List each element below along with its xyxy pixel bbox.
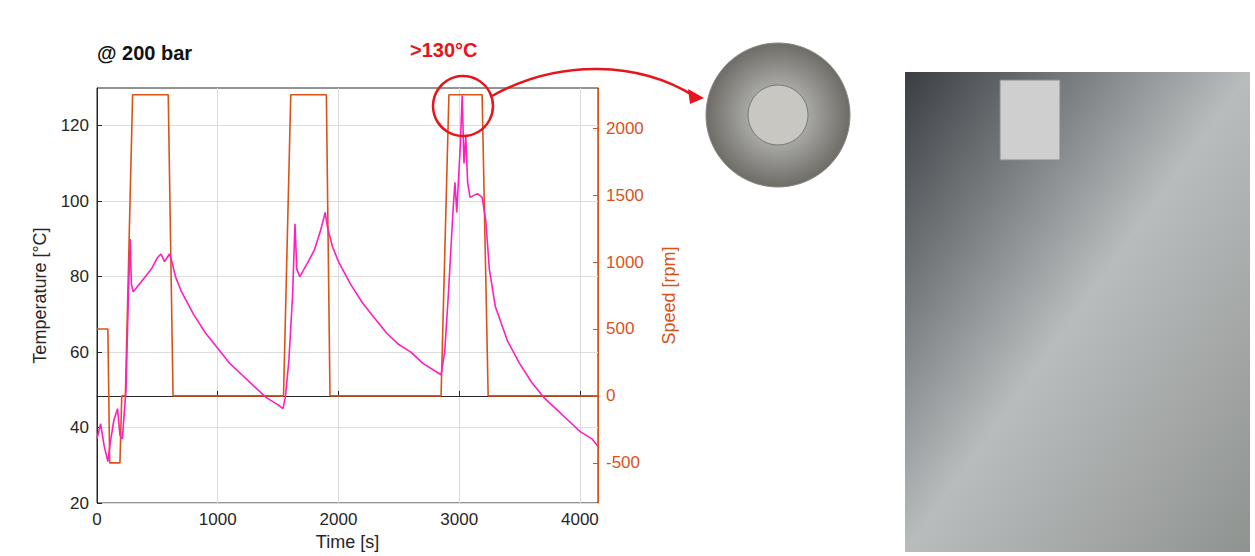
svg-text:2000: 2000 [320, 510, 358, 529]
svg-text:@ 200 bar: @ 200 bar [97, 42, 192, 64]
svg-text:100: 100 [61, 192, 89, 211]
svg-text:80: 80 [70, 267, 89, 286]
svg-text:2000: 2000 [606, 119, 644, 138]
svg-text:1000: 1000 [606, 253, 644, 272]
svg-text:Temperature [°C]: Temperature [°C] [30, 227, 50, 363]
svg-text:0: 0 [92, 510, 101, 529]
svg-text:-500: -500 [606, 453, 640, 472]
svg-text:4000: 4000 [561, 510, 599, 529]
svg-text:Speed [rpm]: Speed [rpm] [659, 246, 679, 344]
svg-text:0: 0 [606, 386, 615, 405]
svg-text:500: 500 [606, 319, 634, 338]
svg-text:1500: 1500 [606, 186, 644, 205]
svg-text:3000: 3000 [440, 510, 478, 529]
svg-text:1000: 1000 [199, 510, 237, 529]
svg-text:120: 120 [61, 116, 89, 135]
svg-text:Time [s]: Time [s] [316, 532, 379, 552]
svg-text:60: 60 [70, 343, 89, 362]
svg-text:>130°C: >130°C [410, 39, 478, 61]
svg-text:20: 20 [70, 494, 89, 513]
svg-text:40: 40 [70, 418, 89, 437]
